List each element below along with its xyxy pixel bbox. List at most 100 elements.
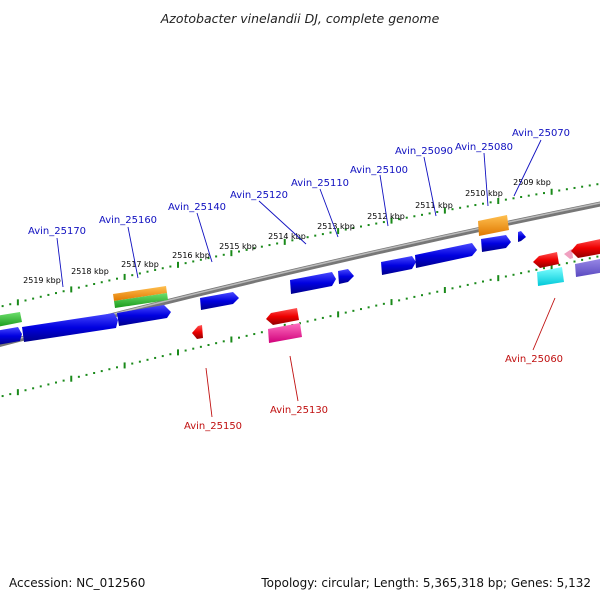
ruler-dot (466, 205, 469, 208)
ruler-major-tick (497, 197, 500, 204)
scale-ruler (1, 183, 599, 308)
ruler-dot (47, 293, 50, 296)
ruler-dot (367, 306, 370, 309)
ruler-dot (588, 184, 591, 187)
ruler-dot (573, 186, 576, 189)
ruler-major-tick (16, 299, 19, 306)
gene-feature[interactable] (200, 292, 239, 310)
ruler-dot (9, 393, 12, 396)
tick-label: 2513 kbp (317, 222, 355, 231)
tick-label: 2516 kbp (172, 251, 210, 260)
ruler-dot (398, 299, 401, 302)
ruler-dot (184, 262, 187, 265)
gene-label[interactable]: Avin_25060 (505, 354, 563, 365)
gene-feature[interactable] (533, 252, 559, 268)
gene-label[interactable]: Avin_25120 (230, 190, 288, 201)
ruler-dot (543, 267, 545, 270)
ruler-dot (108, 279, 111, 282)
ruler-major-tick (70, 375, 73, 382)
gene-label[interactable]: Avin_25160 (99, 215, 157, 226)
gene-feature[interactable] (481, 235, 511, 252)
ruler-dot (451, 287, 454, 290)
gene-label[interactable]: Avin_25090 (395, 146, 453, 157)
ruler-dot (215, 255, 218, 258)
ruler-dot (436, 290, 439, 293)
ruler-dot (24, 389, 27, 392)
ruler-dot (245, 334, 248, 337)
ruler-dot (253, 333, 256, 336)
ruler-dot (405, 216, 408, 219)
ruler-major-tick (177, 349, 179, 356)
ruler-dot (321, 233, 324, 236)
ruler-dot (573, 260, 576, 263)
ruler-dot (421, 213, 423, 216)
gene-label[interactable]: Avin_25080 (455, 142, 513, 153)
ruler-dot (405, 297, 408, 300)
ruler-dot (527, 194, 530, 197)
gene-feature[interactable] (415, 243, 477, 268)
gene-feature[interactable] (338, 269, 354, 284)
gene-feature[interactable] (266, 308, 299, 325)
gene-label[interactable]: Avin_25140 (168, 202, 226, 213)
gene-feature[interactable] (381, 256, 416, 275)
ruler-dot (100, 370, 103, 373)
ruler-dot (581, 185, 584, 188)
gene-label[interactable]: Avin_25170 (28, 226, 86, 237)
ruler-dot (459, 206, 462, 209)
ruler-dot (344, 228, 347, 231)
gene-feature[interactable] (0, 327, 22, 345)
ruler-dot (543, 192, 545, 195)
ruler-dot (154, 356, 157, 359)
tick-label: 2517 kbp (121, 260, 159, 269)
ruler-dot (199, 258, 202, 261)
gene-feature[interactable] (290, 272, 336, 294)
ruler-dot (47, 383, 50, 386)
tick-label: 2519 kbp (23, 276, 61, 285)
gene-label[interactable]: Avin_25130 (270, 405, 328, 416)
gene-feature[interactable] (22, 313, 118, 342)
ruler-dot (306, 236, 309, 239)
ruler-dot (161, 267, 164, 270)
ruler-dot (207, 343, 210, 346)
ruler-dot (32, 297, 35, 300)
gene-label[interactable]: Avin_25110 (291, 178, 349, 189)
ruler-dot (260, 245, 263, 248)
ruler-major-tick (443, 287, 446, 294)
gene-feature[interactable] (564, 249, 573, 259)
ruler-dot (565, 262, 568, 265)
gene-feature[interactable] (117, 305, 171, 326)
ruler-major-tick (443, 207, 446, 214)
ruler-dot (504, 198, 507, 201)
accession-text: Accession: NC_012560 (9, 576, 146, 590)
ruler-dot (55, 292, 57, 295)
gene-feature[interactable] (113, 286, 167, 301)
ruler-dot (398, 218, 401, 221)
gene-label[interactable]: Avin_25150 (184, 421, 242, 432)
ruler-dot (329, 315, 332, 318)
ruler-dot (352, 227, 355, 230)
gene-feature[interactable] (518, 231, 526, 242)
ruler-dot (39, 385, 42, 388)
tick-label: 2509 kbp (513, 178, 551, 187)
ruler-dot (558, 263, 561, 266)
gene-feature[interactable] (114, 293, 168, 308)
ruler-dot (596, 255, 599, 258)
gene-feature[interactable] (268, 323, 302, 343)
gene-label[interactable]: Avin_25100 (350, 165, 408, 176)
ruler-major-tick (337, 228, 340, 235)
ruler-dot (85, 284, 88, 287)
gene-feature[interactable] (0, 312, 22, 327)
gene-feature[interactable] (192, 325, 203, 339)
ruler-dot (504, 275, 507, 278)
ruler-dot (215, 342, 218, 345)
gene-feature[interactable] (537, 267, 564, 286)
gene-label[interactable]: Avin_25070 (512, 128, 570, 139)
ruler-major-tick (283, 238, 286, 245)
ruler-major-tick (497, 275, 500, 282)
ruler-dot (62, 379, 65, 382)
ruler-dot (238, 250, 240, 253)
gene-feature[interactable] (575, 258, 600, 277)
gene-feature[interactable] (571, 238, 600, 258)
ruler-dot (428, 212, 431, 215)
gene-feature[interactable] (478, 215, 509, 236)
